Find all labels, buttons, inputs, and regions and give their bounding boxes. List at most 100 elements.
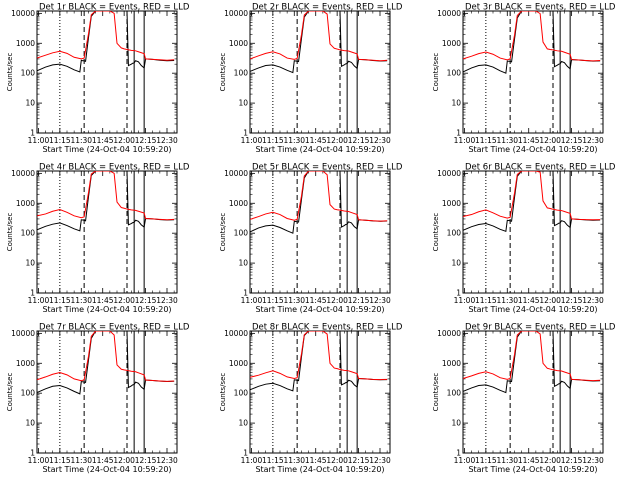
x-axis-label: Start Time (24-Oct-04 10:59:20) [468, 145, 597, 154]
x-tick-label: 11:15 [262, 456, 284, 465]
panel-title: Det 2r BLACK = Events, RED = LLD [252, 3, 403, 13]
x-tick-label: 11:15 [475, 136, 497, 145]
lld-series-line [463, 11, 601, 62]
events-series-line [37, 11, 175, 73]
time-markers [59, 331, 145, 453]
x-tick-label: 12:30 [582, 136, 604, 145]
detector-panel: Det 9r BLACK = Events, RED = LLD 1 10 100 10… [432, 323, 616, 475]
x-tick-label: 11:15 [262, 296, 284, 305]
plot-frame [249, 330, 391, 454]
y-tick-label: 100 [447, 389, 462, 398]
x-tick-label: 11:15 [475, 456, 497, 465]
panel-title: Det 7r BLACK = Events, RED = LLD [39, 323, 190, 333]
panel-title: Det 5r BLACK = Events, RED = LLD [252, 163, 403, 173]
x-tick-label: 12:15 [348, 456, 370, 465]
lld-series-line [463, 331, 601, 382]
x-tick-label: 12:00 [326, 136, 348, 145]
events-series-line [37, 171, 175, 232]
y-axis-label: Counts/sec [432, 53, 440, 92]
x-tick-label: 11:45 [92, 456, 114, 465]
y-tick-label: 10000 [224, 169, 248, 178]
x-tick-label: 11:00 [241, 136, 263, 145]
y-axis-label: Counts/sec [219, 213, 227, 252]
panel-title: Det 6r BLACK = Events, RED = LLD [465, 163, 616, 173]
x-tick-label: 11:45 [305, 296, 327, 305]
detector-panel: Det 8r BLACK = Events, RED = LLD 1 10 100 10… [219, 323, 403, 475]
x-tick-label: 11:00 [241, 456, 263, 465]
x-tick-label: 12:15 [561, 136, 583, 145]
x-tick-label: 12:15 [561, 296, 583, 305]
time-markers [272, 171, 358, 293]
y-tick-label: 1000 [442, 359, 461, 368]
panel-title: Det 9r BLACK = Events, RED = LLD [465, 323, 616, 333]
plot-frame [36, 10, 178, 134]
y-axis-label: Counts/sec [6, 213, 14, 252]
x-tick-label: 11:15 [475, 296, 497, 305]
events-series-line [463, 171, 601, 233]
x-tick-label: 12:00 [113, 456, 135, 465]
series-group [463, 11, 601, 74]
x-tick-label: 12:15 [348, 296, 370, 305]
y-tick-label: 1 [456, 129, 461, 138]
detector-panel: Det 6r BLACK = Events, RED = LLD 1 10 100 10… [432, 163, 616, 315]
time-markers [272, 331, 358, 453]
detector-panel: Det 1r BLACK = Events, RED = LLD 1 10 100 10… [6, 3, 190, 155]
series-group [37, 171, 175, 232]
x-axis-label: Start Time (24-Oct-04 10:59:20) [42, 465, 171, 474]
y-tick-label: 1000 [442, 199, 461, 208]
y-axis-label: Counts/sec [432, 373, 440, 412]
series-group [250, 171, 388, 234]
y-tick-label: 10 [238, 259, 248, 268]
x-axis-label: Start Time (24-Oct-04 10:59:20) [255, 145, 384, 154]
plot-frame [462, 170, 604, 294]
y-tick-label: 1000 [229, 199, 248, 208]
x-tick-label: 11:00 [28, 456, 50, 465]
y-axis-label: Counts/sec [6, 53, 14, 92]
x-tick-label: 12:30 [582, 456, 604, 465]
lld-series-line [37, 11, 175, 61]
y-tick-label: 10000 [11, 9, 35, 18]
time-markers [59, 171, 145, 293]
x-tick-label: 11:45 [92, 136, 114, 145]
x-tick-label: 11:30 [496, 136, 518, 145]
y-tick-label: 1000 [16, 39, 35, 48]
y-tick-label: 10000 [224, 329, 248, 338]
x-tick-label: 11:30 [70, 136, 92, 145]
x-tick-label: 12:15 [135, 136, 157, 145]
x-tick-label: 12:30 [369, 456, 391, 465]
detector-panel: Det 3r BLACK = Events, RED = LLD 1 10 100 10… [432, 3, 616, 155]
x-tick-label: 11:45 [518, 456, 540, 465]
x-tick-label: 12:30 [582, 296, 604, 305]
y-tick-label: 100 [447, 69, 462, 78]
time-markers [485, 171, 571, 293]
x-tick-label: 11:15 [262, 136, 284, 145]
y-tick-label: 10000 [437, 169, 461, 178]
x-tick-label: 12:00 [539, 456, 561, 465]
x-tick-label: 11:45 [305, 136, 327, 145]
y-tick-label: 100 [234, 229, 249, 238]
lld-series-line [250, 171, 388, 222]
lld-series-line [250, 11, 388, 62]
x-tick-label: 12:30 [369, 136, 391, 145]
x-tick-label: 12:15 [135, 296, 157, 305]
panel-title: Det 3r BLACK = Events, RED = LLD [465, 3, 616, 13]
panel-title: Det 1r BLACK = Events, RED = LLD [39, 3, 190, 13]
x-tick-label: 12:00 [539, 296, 561, 305]
x-tick-label: 11:00 [454, 136, 476, 145]
x-axis-label: Start Time (24-Oct-04 10:59:20) [255, 305, 384, 314]
x-tick-label: 12:15 [135, 456, 157, 465]
y-tick-label: 10 [451, 99, 461, 108]
y-tick-label: 10000 [11, 329, 35, 338]
y-tick-label: 1 [243, 449, 248, 458]
series-group [463, 171, 601, 233]
y-tick-label: 10000 [437, 9, 461, 18]
events-series-line [250, 171, 388, 234]
lld-series-line [463, 171, 601, 221]
y-tick-label: 10 [25, 259, 35, 268]
x-tick-label: 12:15 [348, 136, 370, 145]
y-tick-label: 1000 [16, 199, 35, 208]
series-group [37, 11, 175, 73]
detector-panel: Det 5r BLACK = Events, RED = LLD 1 10 100 10… [219, 163, 403, 315]
x-tick-label: 12:30 [156, 456, 178, 465]
